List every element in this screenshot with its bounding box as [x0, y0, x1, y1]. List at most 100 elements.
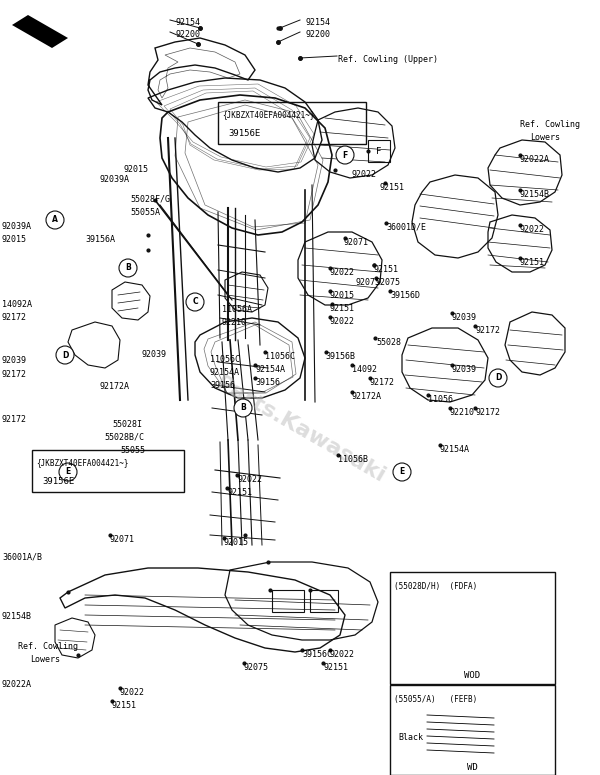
- Text: 92172: 92172: [2, 313, 27, 322]
- Text: 92039A: 92039A: [2, 222, 32, 231]
- Circle shape: [119, 259, 137, 277]
- Text: {JKBZXT40EFA004421~}: {JKBZXT40EFA004421~}: [36, 459, 128, 467]
- Text: 92154: 92154: [305, 18, 330, 27]
- Text: 39156E: 39156E: [228, 129, 260, 137]
- Text: 92039: 92039: [452, 365, 477, 374]
- Bar: [368, 140, 390, 162]
- Text: 92151: 92151: [227, 488, 252, 497]
- Text: 39156E: 39156E: [42, 477, 74, 485]
- Text: 92022: 92022: [330, 317, 355, 326]
- Text: 92022: 92022: [120, 688, 145, 697]
- Text: 92022A: 92022A: [2, 680, 32, 689]
- Text: 11056B: 11056B: [338, 455, 368, 464]
- Text: 92154A: 92154A: [210, 368, 240, 377]
- Text: 36001A/B: 36001A/B: [2, 553, 42, 562]
- Polygon shape: [422, 703, 500, 753]
- Bar: [272, 590, 304, 612]
- Text: 92071: 92071: [344, 238, 369, 247]
- Circle shape: [46, 211, 64, 229]
- Text: 55055A: 55055A: [130, 208, 160, 217]
- Text: 92075: 92075: [244, 663, 269, 672]
- Bar: [310, 590, 338, 612]
- Text: 92154B: 92154B: [2, 612, 32, 621]
- Text: 92172: 92172: [475, 408, 500, 417]
- Text: 92154A: 92154A: [440, 445, 470, 454]
- Circle shape: [186, 293, 204, 311]
- Text: 39156C: 39156C: [302, 650, 332, 659]
- Text: 11056C: 11056C: [265, 352, 295, 361]
- Text: Lowers: Lowers: [530, 133, 560, 142]
- Text: 92172: 92172: [370, 378, 395, 387]
- Text: 92151: 92151: [380, 183, 405, 192]
- Text: 92210: 92210: [222, 318, 247, 327]
- Text: 39156D: 39156D: [390, 291, 420, 300]
- Bar: [390, 572, 555, 684]
- Text: 92200: 92200: [305, 30, 330, 39]
- Bar: [390, 685, 555, 775]
- Text: 92154A: 92154A: [255, 365, 285, 374]
- Text: 92039A: 92039A: [100, 175, 130, 184]
- Text: 92039: 92039: [142, 350, 167, 359]
- Text: Lowers: Lowers: [30, 655, 60, 664]
- Text: 92022: 92022: [330, 650, 355, 659]
- Text: 92172A: 92172A: [100, 382, 130, 391]
- Text: 11056C: 11056C: [210, 355, 240, 364]
- Text: 92151: 92151: [330, 304, 355, 313]
- Text: 92015: 92015: [224, 538, 249, 547]
- Text: 39156A: 39156A: [85, 235, 115, 244]
- Text: B: B: [240, 404, 246, 412]
- Text: Parts.Kawasaki: Parts.Kawasaki: [212, 374, 388, 487]
- Text: 92075: 92075: [376, 278, 401, 287]
- Circle shape: [59, 463, 77, 481]
- Text: F: F: [376, 146, 382, 156]
- Text: D: D: [495, 374, 501, 383]
- Text: E: E: [400, 467, 404, 477]
- Text: WD: WD: [467, 763, 478, 771]
- Text: 92022: 92022: [352, 170, 377, 179]
- Text: WOD: WOD: [464, 671, 480, 680]
- Text: Ref. Cowling (Upper): Ref. Cowling (Upper): [338, 55, 438, 64]
- Text: 92200: 92200: [176, 30, 201, 39]
- Text: C: C: [192, 298, 198, 306]
- Circle shape: [234, 399, 252, 417]
- Text: 92154B: 92154B: [520, 190, 550, 199]
- Text: F: F: [343, 150, 347, 160]
- Circle shape: [56, 346, 74, 364]
- Text: 92151: 92151: [112, 701, 137, 710]
- Circle shape: [393, 463, 411, 481]
- Text: Ref. Cowling: Ref. Cowling: [520, 120, 580, 129]
- Text: 55028F/G: 55028F/G: [130, 195, 170, 204]
- Text: 14092: 14092: [352, 365, 377, 374]
- Text: 92172: 92172: [2, 370, 27, 379]
- Text: 92015: 92015: [123, 165, 148, 174]
- Text: Black: Black: [398, 732, 423, 742]
- Text: 92210: 92210: [450, 408, 475, 417]
- Text: 39156: 39156: [210, 381, 235, 390]
- Text: Ref. Cowling: Ref. Cowling: [18, 642, 78, 651]
- Text: 55028I: 55028I: [112, 420, 142, 429]
- Text: 92022: 92022: [520, 225, 545, 234]
- Text: 39156B: 39156B: [325, 352, 355, 361]
- Text: (55028D/H)  (FDFA): (55028D/H) (FDFA): [394, 582, 477, 591]
- Text: 92015: 92015: [330, 291, 355, 300]
- Text: 92039: 92039: [452, 313, 477, 322]
- Bar: [218, 102, 366, 144]
- Text: 55028B/C: 55028B/C: [104, 433, 144, 442]
- Text: A: A: [52, 215, 58, 225]
- Text: 11056A: 11056A: [222, 305, 252, 314]
- Text: (55055/A)   (FEFB): (55055/A) (FEFB): [394, 695, 477, 704]
- Circle shape: [489, 369, 507, 387]
- Text: B: B: [125, 264, 131, 273]
- Text: 92172A: 92172A: [352, 392, 382, 401]
- Text: E: E: [65, 467, 71, 477]
- Circle shape: [336, 146, 354, 164]
- Text: 55028: 55028: [376, 338, 401, 347]
- Polygon shape: [12, 15, 68, 48]
- Text: 92151: 92151: [323, 663, 348, 672]
- Text: 92172: 92172: [2, 415, 27, 424]
- Text: 55055: 55055: [120, 446, 145, 455]
- Text: 92022: 92022: [237, 475, 262, 484]
- Text: 11056: 11056: [428, 395, 453, 404]
- Bar: [32, 450, 184, 492]
- Text: D: D: [62, 350, 68, 360]
